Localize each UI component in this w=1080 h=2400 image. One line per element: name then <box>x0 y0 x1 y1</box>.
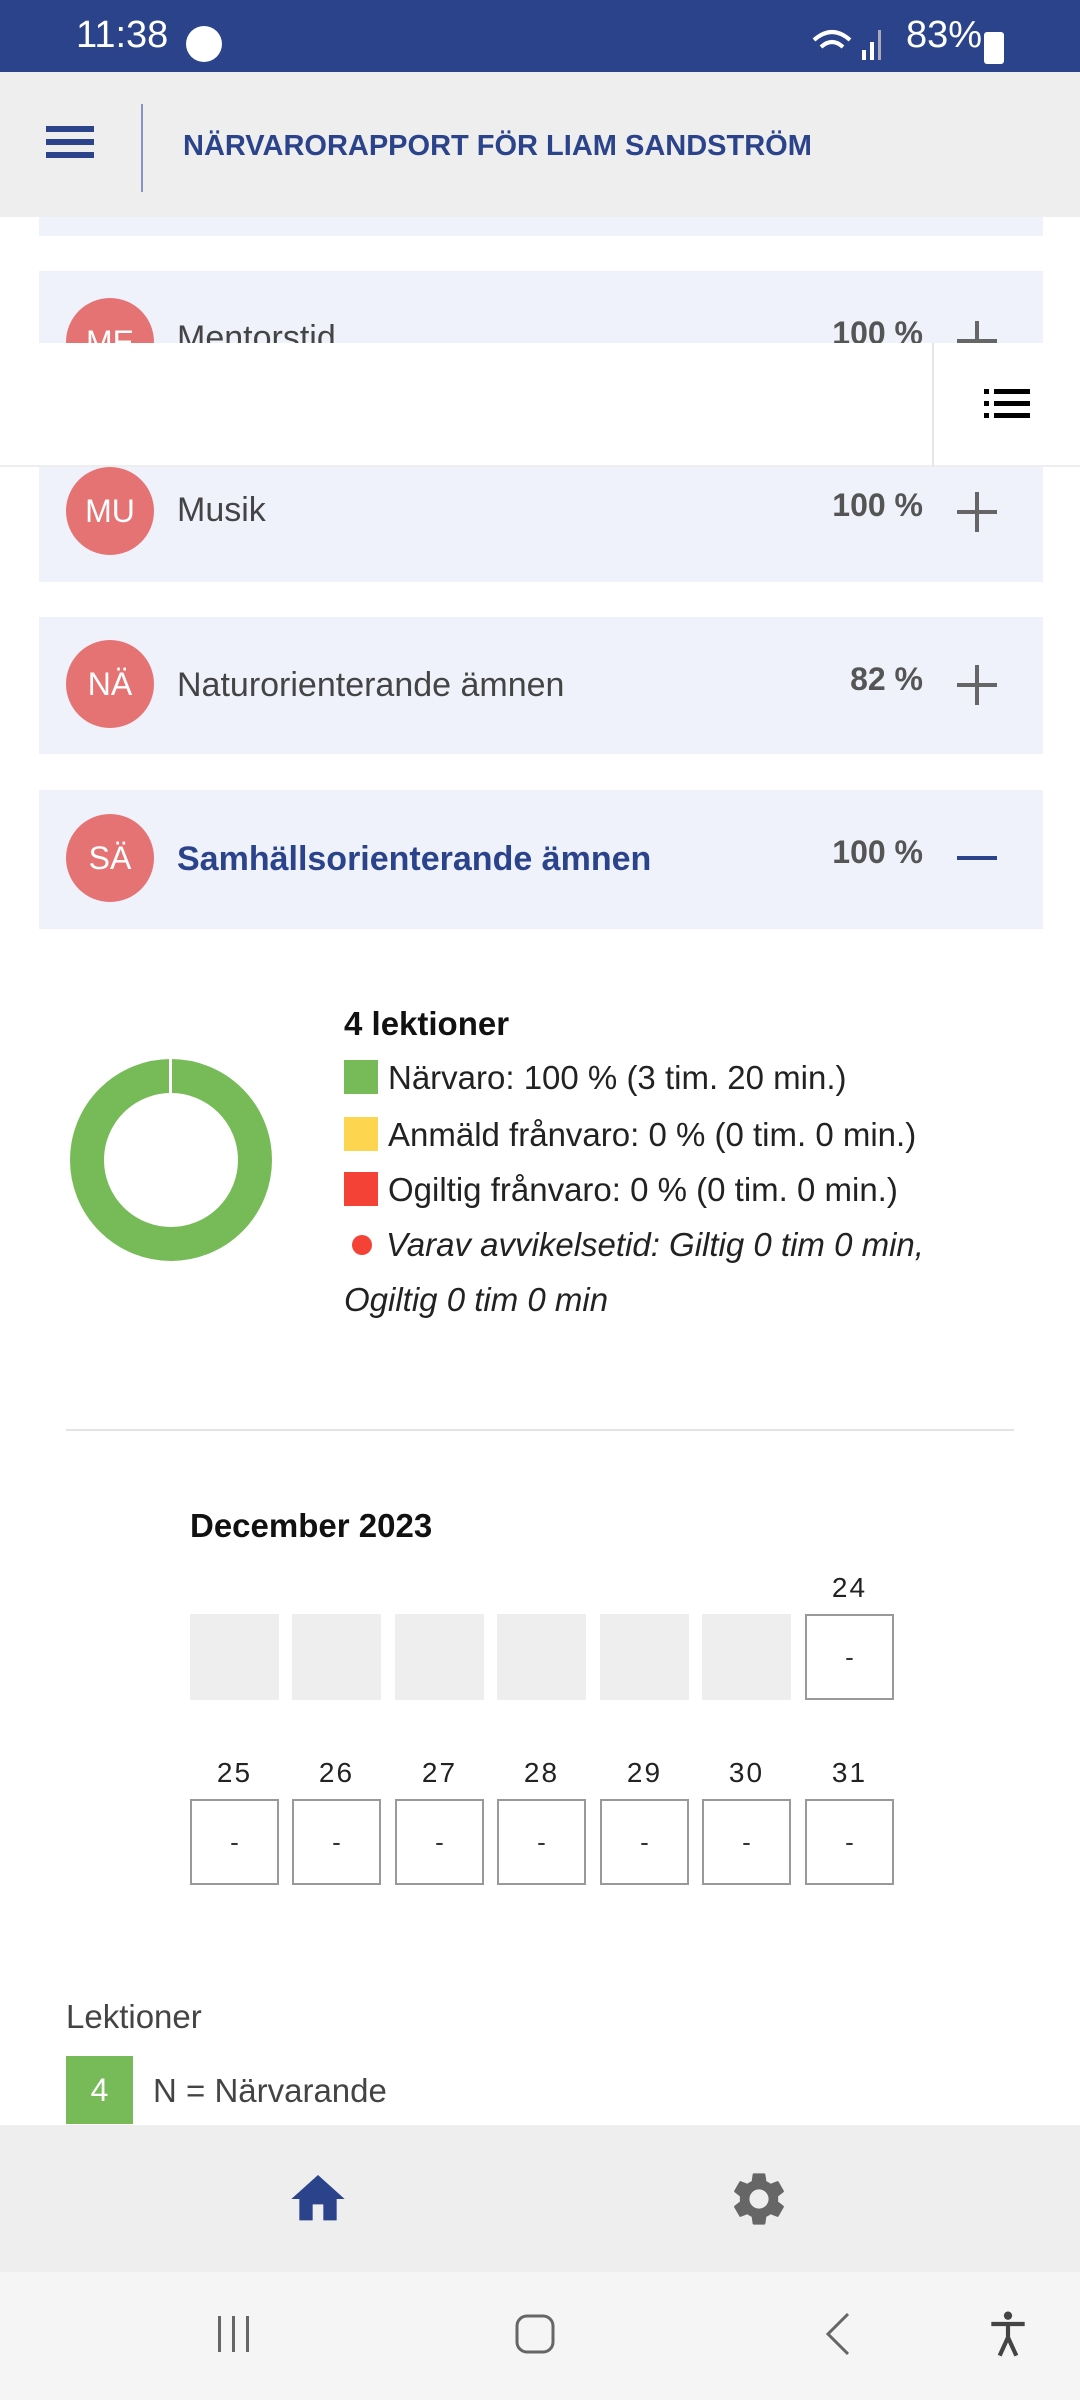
present-legend-label: N = Närvarande <box>153 2072 387 2109</box>
page-title: NÄRVARORAPPORT FÖR LIAM SANDSTRÖM <box>183 130 812 162</box>
subject-card[interactable]: MU Musik 100 % <box>39 467 1043 582</box>
legend-present: Närvaro: 100 % (3 tim. 20 min.) <box>344 1059 847 1097</box>
legend-label: Ogiltig frånvaro: 0 % (0 tim. 0 min.) <box>388 1171 898 1208</box>
calendar-day-label[interactable]: 27 <box>421 1757 458 1788</box>
calendar-day-label[interactable]: 29 <box>626 1757 663 1788</box>
donut-present-segment <box>70 1059 272 1261</box>
section-divider <box>66 1429 1014 1431</box>
wifi-signal-icon <box>812 30 881 60</box>
expand-plus-icon[interactable] <box>957 492 997 532</box>
legend-label: Närvaro: 100 % (3 tim. 20 min.) <box>388 1059 847 1096</box>
status-bar: 11:38 83% <box>0 0 1080 72</box>
subject-card-expanded[interactable]: SÄ Samhällsorienterande ämnen 100 % <box>39 790 1043 929</box>
present-count-badge: 4 <box>66 2056 133 2124</box>
subject-percent: 100 % <box>832 834 923 870</box>
subject-card-partial <box>39 217 1043 236</box>
toolbar-divider <box>932 343 934 467</box>
calendar-month: December 2023 <box>190 1507 433 1544</box>
deviation-text: Varav avvikelsetid: Giltig 0 tim 0 min, <box>386 1226 924 1263</box>
home-icon[interactable] <box>286 2167 350 2223</box>
calendar-day-cell[interactable]: - <box>600 1799 689 1885</box>
floating-toolbar <box>0 343 1080 467</box>
donut-gap <box>169 1049 172 1095</box>
legend-label: Anmäld frånvaro: 0 % (0 tim. 0 min.) <box>388 1116 917 1153</box>
red-dot-icon <box>352 1235 372 1256</box>
legend-invalid: Ogiltig frånvaro: 0 % (0 tim. 0 min.) <box>344 1171 898 1209</box>
calendar-day-label[interactable]: 26 <box>318 1757 355 1788</box>
app-header: NÄRVARORAPPORT FÖR LIAM SANDSTRÖM <box>0 72 1080 217</box>
calendar-day-label[interactable]: 31 <box>831 1757 868 1788</box>
calendar-day-cell[interactable]: - <box>190 1799 279 1885</box>
accessibility-icon[interactable] <box>988 2310 1028 2358</box>
calendar-empty-cell <box>292 1614 381 1700</box>
subject-name: Musik <box>177 491 266 529</box>
calendar-empty-cell <box>190 1614 279 1700</box>
subject-card[interactable]: NÄ Naturorienterande ämnen 82 % <box>39 617 1043 754</box>
call-icon <box>186 26 222 62</box>
list-icon[interactable] <box>984 389 1032 419</box>
calendar-day-cell[interactable]: - <box>805 1614 894 1700</box>
calendar-day-cell[interactable]: - <box>292 1799 381 1885</box>
battery-icon <box>984 32 1004 64</box>
battery-percent: 83% <box>906 14 983 56</box>
calendar-day-label[interactable]: 28 <box>523 1757 560 1788</box>
deviation-line-2: Ogiltig 0 tim 0 min <box>344 1281 609 1318</box>
legend-reported: Anmäld frånvaro: 0 % (0 tim. 0 min.) <box>344 1116 916 1154</box>
calendar-empty-cell <box>600 1614 689 1700</box>
yellow-swatch <box>344 1117 378 1151</box>
subject-percent: 82 % <box>850 661 923 697</box>
calendar-day-cell[interactable]: - <box>395 1799 484 1885</box>
calendar-empty-cell <box>702 1614 791 1700</box>
expand-plus-icon[interactable] <box>957 665 997 705</box>
menu-button[interactable] <box>46 126 94 160</box>
expand-plus-icon[interactable] <box>957 321 997 343</box>
calendar-day-cell[interactable]: - <box>805 1799 894 1885</box>
attendance-donut <box>70 1049 272 1261</box>
green-swatch <box>344 1060 378 1094</box>
lessons-legend-title: Lektioner <box>66 1998 202 2035</box>
header-divider <box>141 104 143 192</box>
deviation-line: Varav avvikelsetid: Giltig 0 tim 0 min, <box>344 1226 924 1264</box>
hamburger-icon <box>46 126 94 158</box>
home-system-icon[interactable] <box>515 2314 555 2354</box>
calendar-day-cell[interactable]: - <box>497 1799 586 1885</box>
subject-name: Naturorienterande ämnen <box>177 666 565 704</box>
clock: 11:38 <box>76 14 169 56</box>
recent-apps-icon[interactable] <box>214 2314 254 2354</box>
subject-avatar: SÄ <box>66 814 154 902</box>
lesson-count: 4 lektioner <box>344 1005 510 1042</box>
subject-avatar: NÄ <box>66 640 154 728</box>
calendar-day-cell[interactable]: - <box>702 1799 791 1885</box>
back-icon[interactable] <box>822 2312 854 2356</box>
subject-percent: 100 % <box>832 315 923 343</box>
subject-name: Mentorstid <box>177 319 336 343</box>
calendar-day-label[interactable]: 25 <box>216 1757 253 1788</box>
subject-percent: 100 % <box>832 487 923 523</box>
collapse-minus-icon[interactable] <box>957 838 997 878</box>
gear-icon[interactable] <box>727 2167 791 2231</box>
subject-avatar: MU <box>66 467 154 555</box>
subject-avatar: ME <box>66 298 154 343</box>
calendar-day-label[interactable]: 24 <box>831 1572 868 1603</box>
calendar-empty-cell <box>497 1614 586 1700</box>
calendar-day-label[interactable]: 30 <box>728 1757 765 1788</box>
subject-name: Samhällsorienterande ämnen <box>177 840 652 878</box>
subject-card[interactable]: ME Mentorstid 100 % <box>39 271 1043 343</box>
system-nav-bar <box>0 2272 1080 2400</box>
calendar-empty-cell <box>395 1614 484 1700</box>
bottom-nav <box>0 2125 1080 2272</box>
red-swatch <box>344 1172 378 1206</box>
